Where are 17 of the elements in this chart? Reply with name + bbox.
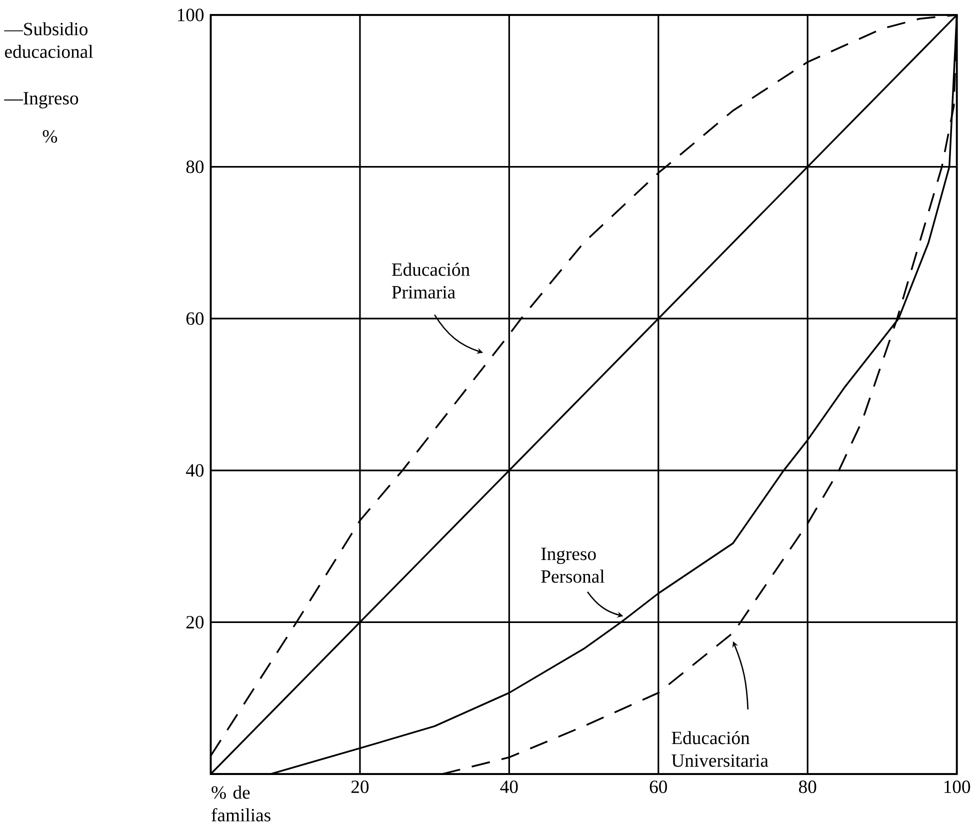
- y-tick-label: 60: [186, 312, 204, 325]
- y-tick-label: 40: [186, 464, 204, 477]
- text: —Subsidio educacional: [4, 22, 93, 58]
- x-tick-label: 60: [650, 780, 667, 794]
- text: Educación Primaria: [392, 262, 470, 299]
- x-tick-label: 20: [351, 780, 369, 794]
- x-tick-label: 100: [944, 780, 970, 794]
- text: Educación Universitaria: [672, 731, 768, 767]
- y-tick-label: 80: [186, 160, 204, 174]
- text: Ingreso Personal: [541, 548, 604, 583]
- x-axis-title: % de familias: [212, 786, 270, 822]
- y-tick-label: 20: [186, 616, 204, 629]
- x-tick-label: 40: [500, 780, 518, 794]
- text: %: [42, 130, 58, 143]
- text: —Ingreso: [4, 92, 78, 108]
- y-tick-label: 100: [178, 8, 204, 22]
- x-tick-label: 80: [798, 780, 816, 794]
